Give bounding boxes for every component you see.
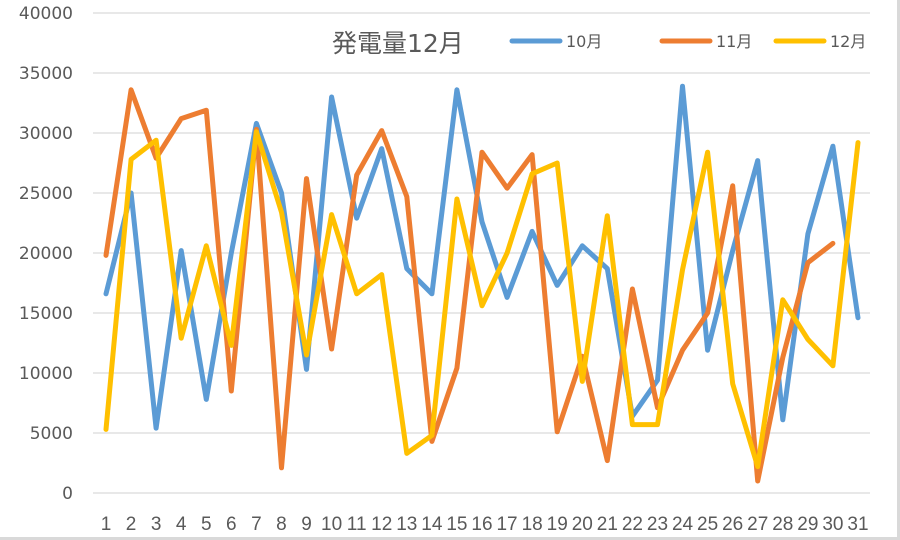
x-tick-label: 17 [496,514,517,535]
x-tick-label: 27 [747,514,768,535]
y-tick-label: 10000 [19,364,73,384]
x-tick-label: 20 [572,514,593,535]
x-tick-label: 1 [101,514,112,535]
x-tick-label: 13 [396,514,417,535]
x-tick-label: 14 [421,514,443,535]
x-tick-label: 19 [547,514,568,535]
x-tick-label: 18 [522,514,543,535]
x-tick-label: 25 [697,514,718,535]
y-tick-label: 25000 [19,184,73,204]
legend-label: 11月 [716,32,752,51]
x-tick-label: 7 [251,514,262,535]
x-tick-label: 21 [597,514,618,535]
y-tick-label: 35000 [19,64,73,84]
x-tick-label: 11 [347,514,367,535]
series-line-12月 [103,129,861,470]
legend-label: 12月 [830,32,866,51]
x-tick-label: 12 [371,514,392,535]
x-tick-label: 2 [126,514,137,535]
x-tick-label: 30 [822,514,843,535]
x-tick-label: 31 [847,514,868,535]
x-tick-label: 26 [722,514,743,535]
x-tick-label: 6 [226,514,237,535]
x-tick-label: 23 [647,514,668,535]
y-tick-label: 5000 [30,424,73,444]
y-tick-label: 0 [62,484,73,504]
y-tick-label: 40000 [19,4,73,24]
x-tick-label: 9 [301,514,312,535]
series-line-10月 [103,83,861,431]
bottom-border [0,537,900,540]
legend-item: 10月 [509,32,602,51]
legend: 10月 11月 12月 [509,32,866,51]
y-axis-ticks: 0 5000 10000 15000 20000 25000 30000 35000 40000 [19,4,73,504]
legend-item: 12月 [773,32,866,51]
x-tick-label: 10 [321,514,342,535]
legend-item: 11月 [659,32,752,51]
x-tick-label: 29 [797,514,818,535]
x-tick-label: 8 [276,514,287,535]
chart-title: 発電量12月 [332,29,464,58]
x-tick-label: 28 [772,514,793,535]
x-tick-label: 16 [471,514,492,535]
x-tick-label: 24 [672,514,694,535]
x-tick-label: 4 [176,514,187,535]
y-tick-label: 20000 [19,244,73,264]
right-border [897,0,900,540]
y-tick-label: 15000 [19,304,73,324]
x-tick-label: 5 [201,514,212,535]
y-tick-label: 30000 [19,124,73,144]
x-axis-ticks: 1 2 3 4 5 6 7 8 9 10 11 12 13 14 15 16 17 18 19 20 21 22 23 24 2… [101,514,869,535]
legend-label: 10月 [566,32,602,51]
x-tick-label: 15 [446,514,467,535]
x-tick-label: 3 [151,514,162,535]
data-series [103,83,861,484]
x-tick-label: 22 [622,514,643,535]
